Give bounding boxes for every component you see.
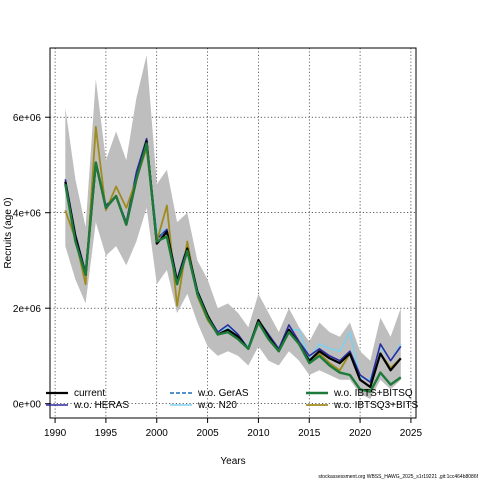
x-tick-label: 1995: [95, 428, 118, 439]
x-tick-label: 2000: [146, 428, 169, 439]
legend-label: w.o. IBTS+BITSQ: [333, 388, 413, 399]
y-tick-label: 4e+06: [13, 209, 42, 220]
y-tick-label: 0e+00: [13, 400, 42, 411]
confidence-band-layer: [65, 55, 401, 399]
grid-lines: [50, 48, 416, 418]
y-axis-title: Recruits (age 0): [3, 197, 14, 268]
y-tick-label: 2e+06: [13, 304, 42, 315]
x-tick-label: 1990: [44, 428, 67, 439]
legend-label: w.o. N20: [197, 400, 237, 411]
legend-label: w.o. GerAS: [197, 388, 249, 399]
x-tick-label: 2010: [247, 428, 270, 439]
legend-label: w.o. IBTSQ3+BITS: [333, 400, 419, 411]
x-tick-label: 2005: [196, 428, 219, 439]
confidence-band: [65, 55, 401, 399]
series-layer: [64, 125, 402, 393]
y-axis: 0e+00 2e+06 4e+06 6e+06: [13, 113, 50, 411]
x-axis-title: Years: [220, 456, 245, 467]
x-axis: 1990 1995 2000 2005 2010 2015 2020 2025: [44, 417, 423, 439]
x-tick-label: 2025: [400, 428, 423, 439]
legend-label: current: [74, 388, 105, 399]
legend-label: w.o. HERAS: [73, 400, 129, 411]
y-tick-label: 6e+06: [13, 113, 42, 124]
footer-source-text: stockassessment.org WBSS_HAWG_2025_s1r19…: [318, 474, 478, 480]
x-tick-label: 2020: [349, 428, 372, 439]
series-line: [64, 142, 402, 393]
x-tick-label: 2015: [298, 428, 321, 439]
